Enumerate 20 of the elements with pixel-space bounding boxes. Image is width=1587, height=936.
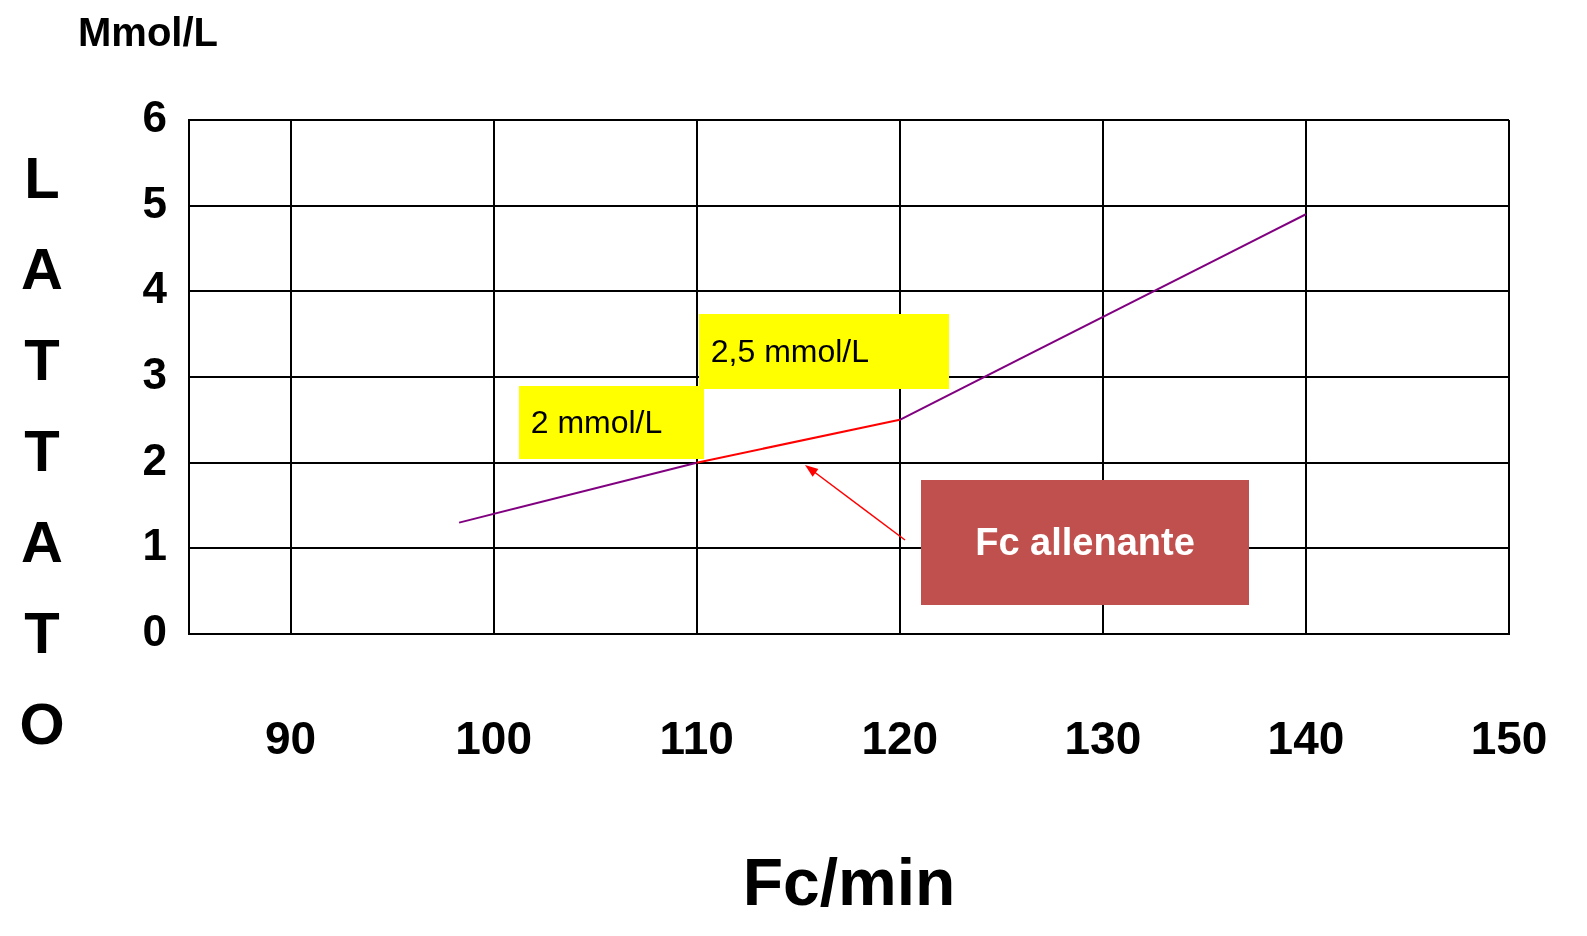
x-tick-label: 110 (659, 712, 734, 765)
x-tick-label: 90 (264, 712, 317, 765)
y-tick-label: 3 (142, 349, 167, 399)
note-box: 2 mmol/L (518, 385, 704, 459)
x-tick-label: 130 (1064, 712, 1142, 765)
note-box: 2,5 mmol/L (698, 313, 949, 389)
text: Mmol/L (78, 10, 218, 55)
y-tick-label: 1 (142, 520, 167, 570)
x-tick-label: 100 (455, 712, 532, 765)
x-tick-label: 150 (1470, 712, 1548, 765)
y-tick-label: 0 (142, 606, 167, 656)
x-tick-label: 140 (1267, 712, 1345, 765)
y-axis-title: LATTATO (19, 145, 65, 756)
y-tick-label: 6 (142, 92, 167, 142)
note-box: Fc allenante (921, 480, 1249, 605)
y-tick-label: 5 (142, 177, 167, 227)
x-axis-title: Fc/min (742, 844, 956, 919)
x-tick-label: 120 (861, 712, 939, 765)
y-tick-label: 2 (142, 434, 167, 484)
y-tick-label: 4 (142, 263, 168, 313)
